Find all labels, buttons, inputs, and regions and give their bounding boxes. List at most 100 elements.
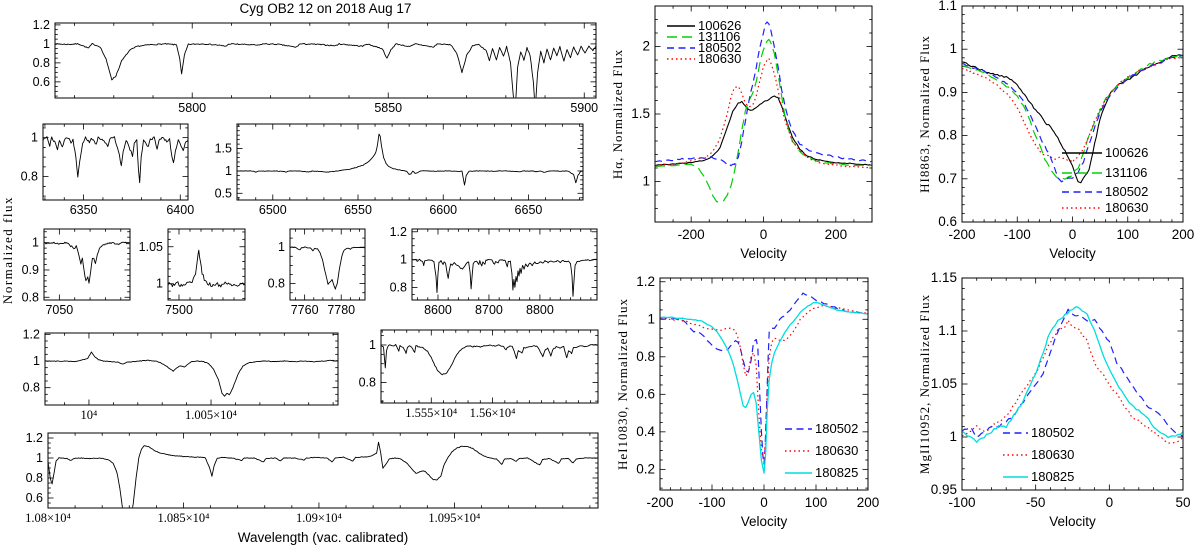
y-tick-label: 0.7 [938,171,957,186]
wavelength-axis-label: Wavelength (vac. calibrated) [237,530,409,545]
series-spectrum [168,249,245,288]
x-tick-label: 6400 [166,203,194,217]
x-tick-label: 50 [1175,495,1190,510]
panel-hei10830-velocity: -200 -100 0 100 200 0.2 0.4 0.6 0.8 1 1.2 180502 180… [615,274,879,529]
y-tick-label: 1.1 [938,0,957,13]
y-tick-label: 1.5 [631,106,650,121]
x-tick-label: 6650 [515,203,543,217]
x-tick-label: 8800 [526,303,554,317]
figure-title: Cyg OB2 12 on 2018 Aug 17 [239,1,412,16]
legend-label-180630: 180630 [815,443,858,458]
legend-label-180502: 180502 [815,421,858,436]
x-tick-label: 0 [760,495,768,510]
series-spectrum [44,241,130,284]
velocity-axis-label: Velocity [741,514,788,529]
y-tick-label: 1 [642,174,650,189]
axes-frame [380,329,599,404]
x-tick-label: 7780 [327,303,355,317]
y-axis-label: HI8863, Normalized Flux [917,35,932,193]
x-tick-label: -200 [948,227,975,242]
axes-frame [43,228,131,301]
y-tick-label: 1.2 [26,431,43,445]
x-tick-label: 0 [1069,227,1077,242]
y-tick-label: 1 [156,277,163,291]
panel-spec-7050: 7050 0.8 0.9 1 [22,228,131,317]
x-tick-label: 5850 [374,101,402,115]
x-tick-label: 6500 [259,203,287,217]
x-tick-label: 6350 [70,203,98,217]
x-tick-label: 1.095×10⁴ [428,511,480,525]
x-tick-label: 5900 [570,101,598,115]
x-tick-label: -200 [646,495,673,510]
velocity-axis-label: Velocity [740,246,787,261]
x-tick-label: 7500 [165,303,193,317]
y-tick-label: 0.4 [636,424,655,439]
y-tick-label: 0.9 [938,84,957,99]
y-tick-label: 0.8 [33,56,50,70]
x-tick-label: 200 [825,227,848,242]
legend-label-131106: 131106 [698,29,740,44]
axes-frame [289,228,366,301]
panel-spec-15550: 1.555×10⁴ 1.56×10⁴ 0.8 1 [359,329,599,420]
y-tick-label: 1.2 [636,274,655,289]
series-131106 [655,38,872,203]
y-tick-label: 1 [647,311,655,326]
x-tick-label: 1.005×10⁴ [185,408,237,422]
panel-spec-10000: 10⁴ 1.005×10⁴ 0.8 1 1.2 [23,327,339,422]
x-tick-label: 10⁴ [81,408,98,422]
y-tick-label: 1 [33,354,40,368]
axes-frame [42,123,189,201]
series-spectrum [290,246,365,290]
series-spectrum [237,133,583,186]
y-tick-label: 1 [949,429,957,444]
panel-mgii10952-velocity: -100 -50 0 50 0.95 1 1.05 1.1 1.15 180502 180630 18… [917,270,1191,529]
y-axis-label: Hα, Normalized Flux [610,49,625,179]
x-tick-label: 100 [805,495,828,510]
y-tick-label: 0.8 [22,290,39,304]
y-tick-label: 0.8 [23,381,40,395]
x-tick-label: 1.085×10⁴ [157,511,209,525]
series-spectrum [381,343,598,376]
x-tick-label: 6600 [429,203,457,217]
x-tick-label: 8700 [475,303,503,317]
series-100626 [962,54,1183,184]
axes-frame [961,5,1184,223]
panel-spec-10830: 1.08×10⁴ 1.085×10⁴ 1.09×10⁴ 1.095×10⁴ 0.6 0.8… [25,431,599,525]
y-tick-label: 1.5 [215,142,232,156]
legend-label-180502: 180502 [1105,184,1148,199]
axes-frame [44,332,339,406]
y-tick-label: 1.15 [931,270,957,285]
x-tick-label: -100 [1004,227,1031,242]
legend-label-100626: 100626 [698,18,741,33]
y-tick-label: 1.2 [390,225,407,239]
legend-label-180502: 180502 [1031,425,1074,440]
x-tick-label: 8600 [424,303,452,317]
x-tick-label: -200 [678,227,705,242]
y-tick-label: 1 [400,253,407,267]
y-tick-label: 0.6 [26,491,43,505]
velocity-axis-label: Velocity [1049,514,1096,529]
y-tick-label: 1 [32,236,39,250]
x-tick-label: 0 [760,227,768,242]
axes-frame [236,123,584,201]
panel-spec-5800: 5800 5850 5900 0.6 0.8 1 1.2 [33,18,599,115]
y-tick-label: 1 [369,338,376,352]
series-180502 [962,308,1183,438]
panel-spec-6350: 6350 6400 0.8 1 [21,123,194,217]
axes-frame [54,22,597,99]
series-spectrum [412,258,597,297]
y-tick-label: 1 [949,41,957,56]
panel-spec-8700: 8600 8700 8800 0.8 1 1.2 [390,225,598,317]
series-spectrum [48,441,598,508]
legend-label-180630: 180630 [1105,200,1148,215]
legend-label-131106: 131106 [1105,165,1147,180]
y-axis-label: MgII10952, Normalized Flux [917,294,932,474]
y-tick-label: 0.8 [26,471,43,485]
x-tick-label: 7050 [45,303,73,317]
y-tick-label: 0.2 [636,461,655,476]
x-tick-label: -100 [698,495,725,510]
legend-label-180825: 180825 [815,465,858,480]
y-tick-label: 1 [36,451,43,465]
y-tick-label: 0.6 [636,386,655,401]
